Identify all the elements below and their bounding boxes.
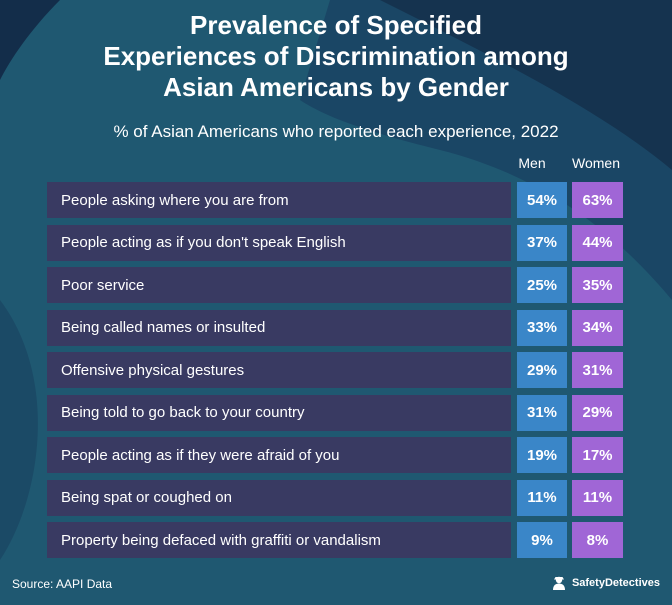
row-label: Being spat or coughed on (47, 479, 511, 516)
men-value: 31% (517, 394, 567, 431)
men-value: 33% (517, 309, 567, 346)
source-note: Source: AAPI Data (12, 577, 113, 591)
row-label: People acting as if they were afraid of … (47, 437, 511, 473)
row-label: Being called names or insulted (47, 309, 511, 346)
men-value: 11% (517, 479, 567, 516)
row-label: Being told to go back to your country (47, 394, 511, 431)
women-value: 11% (572, 479, 623, 516)
women-value: 17% (572, 437, 623, 473)
row-label: Offensive physical gestures (47, 352, 511, 388)
row-label: Poor service (47, 267, 511, 303)
women-value: 44% (572, 224, 623, 261)
men-value: 25% (517, 267, 567, 303)
chart-subtitle: % of Asian Americans who reported each e… (113, 122, 559, 141)
title-line: Asian Americans by Gender (163, 72, 509, 102)
men-value: 54% (517, 182, 567, 218)
brand-logo: SafetyDetectives (550, 574, 660, 592)
column-header-women: Women (572, 155, 620, 171)
men-value: 9% (517, 522, 567, 558)
row-label: People acting as if you don't speak Engl… (47, 224, 511, 261)
women-value: 34% (572, 309, 623, 346)
women-value: 8% (572, 522, 623, 558)
chart-title: Prevalence of Specified Experiences of D… (0, 10, 672, 103)
men-value: 37% (517, 224, 567, 261)
brand-name: SafetyDetectives (571, 577, 660, 589)
women-value: 35% (572, 267, 623, 303)
women-value: 29% (572, 394, 623, 431)
title-line: Experiences of Discrimination among (103, 41, 569, 71)
women-value: 63% (572, 182, 623, 218)
row-label: People asking where you are from (47, 182, 511, 218)
title-line: Prevalence of Specified (190, 10, 482, 40)
column-header-men: Men (518, 155, 546, 171)
safetydetectives-logo-icon (552, 576, 565, 590)
men-value: 29% (517, 352, 567, 388)
women-value: 31% (572, 352, 623, 388)
men-value: 19% (517, 437, 567, 473)
row-label: Property being defaced with graffiti or … (47, 522, 511, 558)
